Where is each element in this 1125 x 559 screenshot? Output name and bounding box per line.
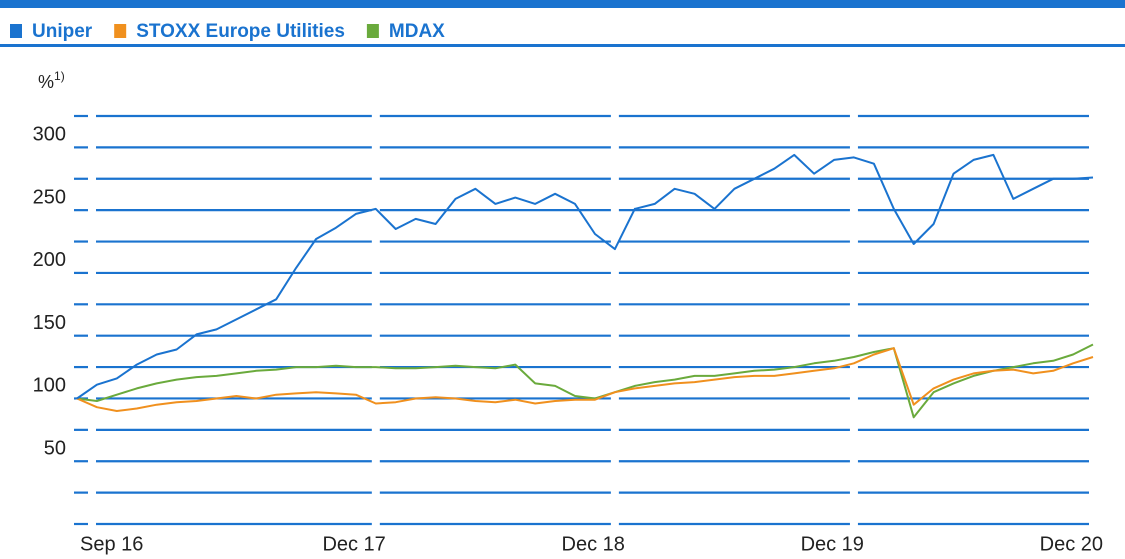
legend-swatch xyxy=(366,24,379,38)
y-axis-label: %1) xyxy=(38,69,65,92)
y-tick-label: 200 xyxy=(33,249,66,271)
y-axis-note: 1) xyxy=(54,69,65,83)
y-tick-label: 100 xyxy=(33,375,66,397)
y-tick-label: 50 xyxy=(44,438,66,460)
y-tick-label: 250 xyxy=(33,186,66,208)
top-bar xyxy=(0,0,1125,8)
series-line xyxy=(76,347,1094,412)
x-tick-label: Sep 16 xyxy=(80,533,143,555)
legend-swatch xyxy=(10,24,22,38)
series-line xyxy=(76,343,1094,419)
series-line xyxy=(76,153,1094,400)
legend-label: STOXX Europe Utilities xyxy=(136,21,345,42)
x-tick-label: Dec 20 xyxy=(1040,533,1103,555)
legend-label: Uniper xyxy=(32,21,93,42)
y-tick-label: 300 xyxy=(33,124,66,146)
y-tick-label: 150 xyxy=(33,312,66,334)
y-axis-unit: % xyxy=(38,72,54,92)
x-tick-label: Dec 18 xyxy=(562,533,625,555)
legend-swatch xyxy=(114,24,127,38)
x-tick-label: Dec 17 xyxy=(322,533,385,555)
legend-label: MDAX xyxy=(389,21,445,42)
x-tick-label: Dec 19 xyxy=(801,533,864,555)
legend-rule xyxy=(0,44,1125,47)
